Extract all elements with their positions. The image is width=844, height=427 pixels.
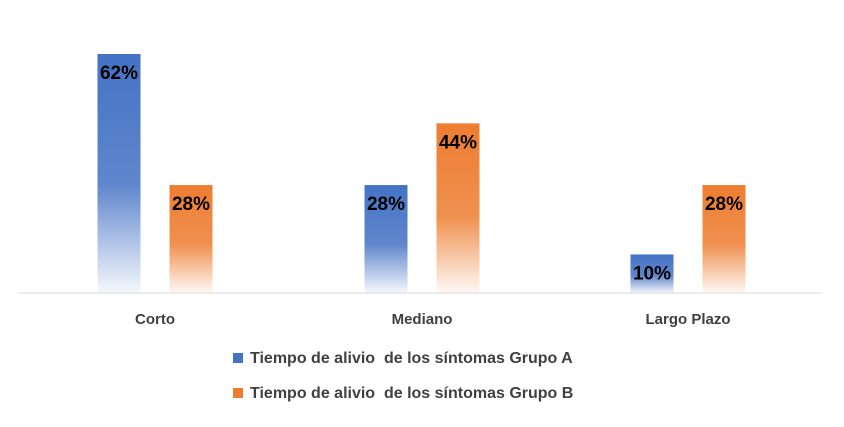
data-label-mediano-series-1: 28% <box>367 194 405 215</box>
category-labels: Corto Mediano Largo Plazo <box>135 311 731 328</box>
category-label-corto: Corto <box>135 311 175 328</box>
data-label-corto-series-2: 28% <box>172 194 210 215</box>
data-label-corto-series-1: 62% <box>100 63 138 84</box>
bar-mediano-series-1 <box>364 185 408 293</box>
category-label-largo-plazo: Largo Plazo <box>645 311 730 328</box>
legend-swatch-series-1 <box>233 353 243 363</box>
legend-label-series-1: Tiempo de alivio de los síntomas Grupo A <box>250 350 573 367</box>
legend-label-series-2: Tiempo de alivio de los síntomas Grupo B <box>250 385 573 402</box>
bar-corto-series-2 <box>169 185 213 293</box>
legend-swatch-series-2 <box>233 388 243 398</box>
bar-corto-series-1 <box>97 54 141 293</box>
category-label-mediano: Mediano <box>392 311 453 328</box>
bar-largo-plazo-series-1 <box>630 254 674 293</box>
bar-largo-plazo-series-2 <box>702 185 746 293</box>
data-label-largo-plazo-series-1: 10% <box>633 263 671 284</box>
bars-layer <box>97 54 746 293</box>
legend: Tiempo de alivio de los síntomas Grupo A… <box>233 350 573 402</box>
data-label-mediano-series-2: 44% <box>439 132 477 153</box>
labels-layer: 62% 28% 28% 44% 10% 28% <box>100 63 743 284</box>
data-label-largo-plazo-series-2: 28% <box>705 194 743 215</box>
bar-mediano-series-2 <box>436 123 480 293</box>
